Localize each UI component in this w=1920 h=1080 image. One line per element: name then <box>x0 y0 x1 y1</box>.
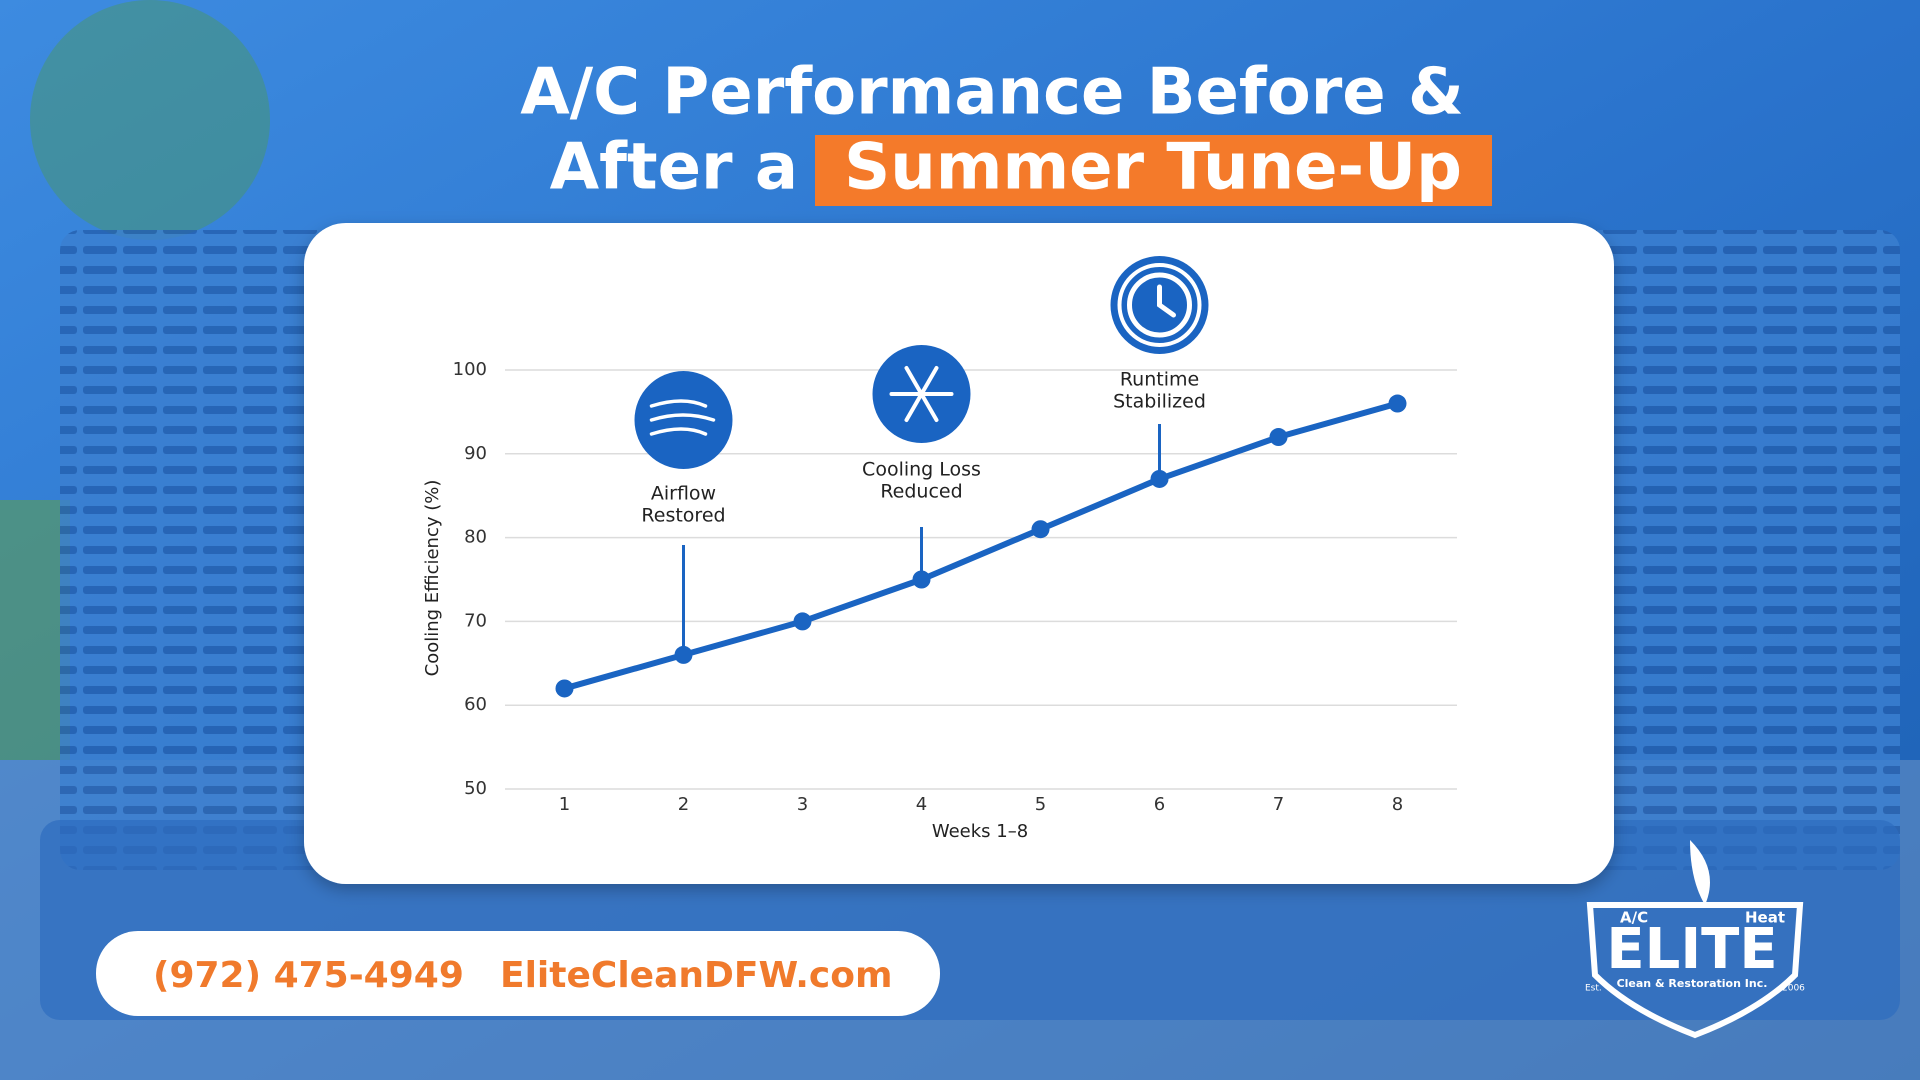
y-tick-label: 80 <box>464 527 487 548</box>
annotation-label: Runtime <box>1120 369 1199 391</box>
point <box>674 645 693 664</box>
annotation-label: Stabilized <box>1113 391 1206 413</box>
x-tick-label: 4 <box>916 794 927 815</box>
logo: A/C Heat ELITE Clean & Restoration Inc. … <box>1585 840 1805 1039</box>
point <box>1150 469 1169 488</box>
logo-tagline: Clean & Restoration Inc. <box>1617 977 1768 990</box>
icon-snowflake <box>919 392 939 422</box>
title-highlight-box <box>815 135 1492 206</box>
y-tick-label: 50 <box>464 778 487 799</box>
icon-clock-hands <box>1157 284 1176 318</box>
icon-snowflake <box>904 366 924 396</box>
icon-wind <box>649 427 708 436</box>
y-axis-label: Cooling Efficiency (%) <box>422 480 443 677</box>
icon-clock-ring <box>1117 263 1202 347</box>
x-tick-label: 3 <box>797 794 808 815</box>
title-highlight: Summer Tune-Up <box>844 131 1462 205</box>
chart-card <box>304 223 1614 884</box>
icon-wind <box>649 399 708 408</box>
logo-left: A/C <box>1620 909 1648 927</box>
x-tick-label: 6 <box>1154 794 1165 815</box>
grass <box>0 500 70 760</box>
x-tick-label: 1 <box>559 794 570 815</box>
icon-snowflake <box>904 392 924 422</box>
x-tick-label: 5 <box>1035 794 1046 815</box>
point <box>793 612 812 631</box>
logo-name: ELITE <box>1606 917 1777 982</box>
title: After a <box>550 131 798 205</box>
title: A/C Performance Before & <box>520 56 1464 130</box>
point <box>1269 428 1288 447</box>
annotation-label: Reduced <box>880 481 962 503</box>
logo-flame <box>1690 840 1710 905</box>
x-tick-label: 8 <box>1392 794 1403 815</box>
contact-pill <box>96 931 940 1016</box>
annotation-label: Airflow <box>651 483 716 505</box>
logo-shield <box>1586 902 1804 1039</box>
point <box>555 679 574 698</box>
y-tick-label: 90 <box>464 443 487 464</box>
annotation-label: Restored <box>641 505 725 527</box>
icon-wind <box>649 413 716 422</box>
tree <box>30 0 270 240</box>
icon-clock-face <box>1127 272 1192 338</box>
y-tick-label: 70 <box>464 610 487 631</box>
point <box>1031 520 1050 539</box>
logo-est: Est. <box>1585 984 1602 994</box>
y-tick-label: 100 <box>453 359 487 380</box>
phone: (972) 475-4949 <box>153 955 464 996</box>
website: EliteCleanDFW.com <box>500 955 893 996</box>
annotation-label: Cooling Loss <box>862 459 981 481</box>
y-tick-label: 60 <box>464 694 487 715</box>
annotation-icon-bg <box>634 371 733 469</box>
icon-snowflake <box>919 366 939 396</box>
point <box>912 570 931 589</box>
logo-year: 2006 <box>1782 984 1805 994</box>
x-axis-label: Weeks 1–8 <box>932 821 1028 842</box>
x-tick-label: 2 <box>678 794 689 815</box>
line <box>563 400 1399 692</box>
point <box>1388 394 1407 413</box>
x-tick-label: 7 <box>1273 794 1284 815</box>
logo-right: Heat <box>1745 909 1785 927</box>
